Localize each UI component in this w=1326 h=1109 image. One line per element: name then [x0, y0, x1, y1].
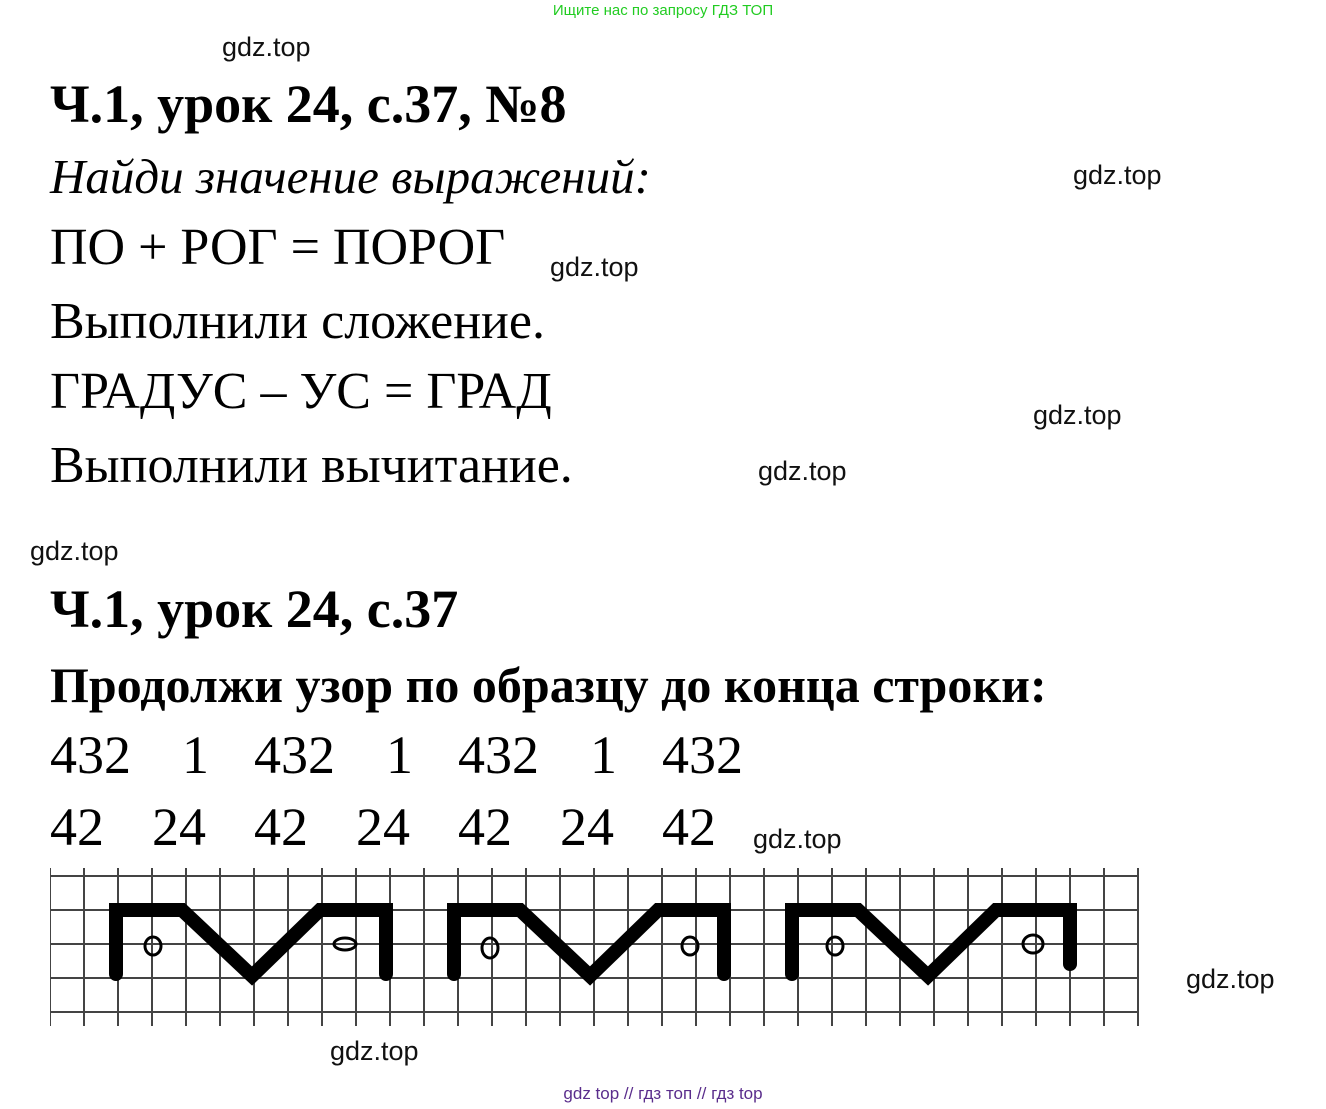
row1-number: 432 [254, 725, 335, 785]
row1-number: 1 [182, 725, 209, 785]
watermark: gdz.top [550, 252, 639, 282]
circle-mark [1021, 933, 1045, 955]
section2-heading: Ч.1, урок 24, с.37 [50, 579, 459, 639]
watermark: gdz.top [30, 536, 119, 566]
row2-number: 42 [662, 797, 716, 857]
row2-number: 24 [152, 797, 206, 857]
row1-number: 1 [386, 725, 413, 785]
circle-mark [825, 935, 845, 957]
pattern-motif [447, 903, 731, 986]
row2-number: 42 [50, 797, 104, 857]
circle-mark [143, 935, 163, 957]
pattern-motif [785, 903, 1077, 986]
row2-number: 24 [560, 797, 614, 857]
row1-number: 432 [50, 725, 131, 785]
section1-heading: Ч.1, урок 24, с.37, №8 [50, 74, 567, 134]
search-banner: Ищите нас по запросу ГДЗ ТОП [552, 2, 774, 19]
watermark: gdz.top [1073, 160, 1162, 190]
pattern-circles [143, 933, 1045, 960]
watermark: gdz.top [222, 32, 311, 62]
watermark: gdz.top [330, 1036, 419, 1066]
pattern-motif [109, 903, 393, 986]
row1-number: 432 [662, 725, 743, 785]
result-addition: Выполнили сложение. [50, 293, 545, 350]
expression-subtraction: ГРАДУС – УС = ГРАД [50, 363, 552, 420]
footer-links: gdz top // гдз топ // гдз top [563, 1084, 763, 1103]
row2-number: 42 [254, 797, 308, 857]
circle-mark [480, 936, 500, 960]
circle-mark [332, 936, 358, 952]
watermark: gdz.top [1033, 400, 1122, 430]
row2-number: 42 [458, 797, 512, 857]
row1-number: 1 [590, 725, 617, 785]
pattern-grid-image [50, 868, 1139, 1026]
row2-number: 24 [356, 797, 410, 857]
watermark: gdz.top [758, 456, 847, 486]
section1-task: Найди значение выражений: [50, 149, 651, 204]
watermark: gdz.top [753, 824, 842, 854]
watermark: gdz.top [1186, 964, 1275, 994]
expression-addition: ПО + РОГ = ПОРОГ [50, 219, 506, 276]
row1-number: 432 [458, 725, 539, 785]
circle-mark [680, 935, 700, 957]
result-subtraction: Выполнили вычитание. [50, 437, 573, 494]
section2-task: Продолжи узор по образцу до конца строки… [50, 657, 1047, 713]
pattern-strokes [109, 903, 1077, 986]
